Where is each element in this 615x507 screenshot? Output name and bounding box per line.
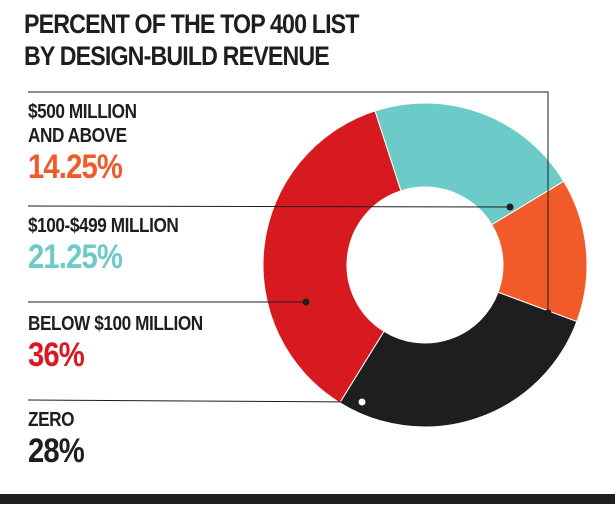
category-label-line: AND ABOVE [28, 125, 127, 147]
category-label-line: $500 MILLION [28, 101, 137, 123]
slice-zero [339, 291, 578, 428]
category-label: $500 MILLION AND ABOVE [28, 100, 137, 148]
footer-rule [0, 494, 615, 504]
label-100-499-million: $100-$499 MILLION 21.25% [28, 214, 179, 276]
slice-100-499-million [374, 102, 565, 226]
value-label: 36% [28, 336, 85, 374]
leader-lines [27, 91, 552, 406]
slice-below-100-million [262, 110, 402, 404]
category-label: BELOW $100 MILLION [28, 312, 203, 336]
category-label-line: ZERO [28, 409, 75, 431]
category-label-line: BELOW $100 MILLION [28, 313, 203, 335]
leader-500-million-and-above-dot [544, 309, 552, 317]
chart-title-line-2: BY DESIGN-BUILD REVENUE [24, 41, 330, 71]
value-label: 14.25% [28, 148, 123, 186]
leader-100-499-million-dot [506, 203, 514, 211]
value-label: 21.25% [28, 238, 123, 276]
leader-500-million-and-above [28, 91, 549, 313]
value-label: 28% [28, 432, 85, 470]
leader-zero-dot [358, 398, 366, 406]
donut-slices [262, 102, 588, 428]
category-label-line: $100-$499 MILLION [28, 215, 179, 237]
chart-title: PERCENT OF THE TOP 400 LIST BY DESIGN-BU… [24, 8, 359, 72]
label-500-million-and-above: $500 MILLION AND ABOVE 14.25% [28, 100, 137, 186]
chart-title-line-1: PERCENT OF THE TOP 400 LIST [24, 9, 359, 39]
category-label: ZERO [28, 408, 84, 432]
leader-100-499-million [27, 205, 511, 208]
label-below-100-million: BELOW $100 MILLION 36% [28, 312, 203, 374]
leader-zero [27, 399, 363, 403]
label-zero: ZERO 28% [28, 408, 85, 470]
leader-below-100-million-dot [302, 298, 310, 306]
category-label: $100-$499 MILLION [28, 214, 179, 238]
